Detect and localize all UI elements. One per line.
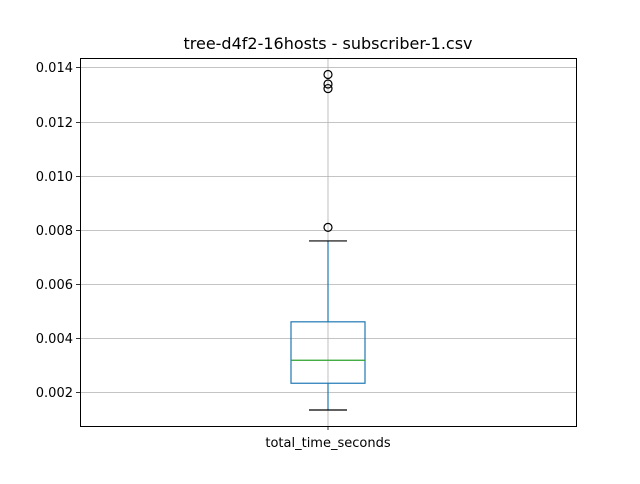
outlier-point xyxy=(323,79,333,89)
chart-title: tree-d4f2-16hosts - subscriber-1.csv xyxy=(183,34,472,53)
iqr-box xyxy=(290,321,366,384)
outlier-point xyxy=(323,222,333,232)
outlier-point xyxy=(323,83,333,94)
grid-lines xyxy=(80,58,576,426)
x-tick-label: total_time_seconds xyxy=(265,436,390,451)
y-tick-label: 0.002 xyxy=(36,386,73,401)
axes: 0.002 0.004 0.006 0.008 0.010 0.012 0.014 total… xyxy=(36,61,391,451)
y-tick-label: 0.014 xyxy=(36,61,73,76)
outlier-point xyxy=(323,69,333,80)
y-tick-label: 0.012 xyxy=(36,116,73,131)
axes-frame xyxy=(80,58,577,427)
y-tick-label: 0.008 xyxy=(36,224,73,239)
y-tick-label: 0.004 xyxy=(36,332,73,347)
plot-area xyxy=(290,69,366,411)
y-tick-label: 0.006 xyxy=(36,278,73,293)
y-tick-label: 0.010 xyxy=(36,170,73,185)
